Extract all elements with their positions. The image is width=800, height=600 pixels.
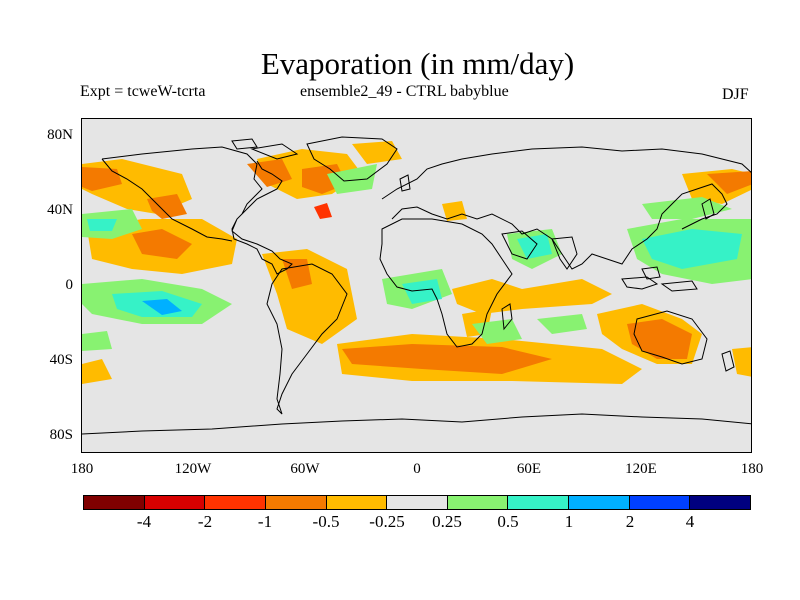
coastline (101, 146, 293, 275)
anomaly-region (732, 347, 751, 377)
colorbar-swatch (84, 496, 145, 509)
lon-label-180w: 180 (70, 461, 94, 477)
coastlines (82, 136, 751, 435)
anomaly-region (707, 171, 751, 194)
colorbar-label: -2 (197, 512, 213, 531)
colorbar-label: 1 (564, 512, 574, 531)
anomaly-region (132, 229, 192, 259)
colorbar-label: -0.5 (312, 512, 340, 531)
coastline (501, 230, 538, 260)
coastline (621, 276, 659, 290)
anomaly-region (342, 344, 552, 374)
anomaly-region (262, 249, 357, 344)
coastline (266, 263, 348, 415)
colorbar-swatch (629, 496, 691, 509)
anomaly-region (314, 203, 332, 219)
coastline (501, 303, 513, 331)
lon-label-60e: 60E (516, 461, 542, 477)
anomaly-region (87, 219, 117, 231)
anomaly-region (327, 164, 377, 194)
coastline (101, 158, 233, 242)
lat-label-80s: 80S (49, 427, 73, 443)
colorbar-label: -4 (136, 512, 152, 531)
colorbar-swatch (265, 496, 327, 509)
colorbar-label: 0.5 (497, 512, 519, 531)
lat-label-40s: 40S (49, 352, 73, 368)
coastline (82, 413, 751, 435)
coastline (641, 266, 661, 280)
colorbar-label: 0.25 (432, 512, 462, 531)
anomaly-region (147, 194, 187, 219)
colorbar-label: -0.25 (369, 512, 405, 531)
coastline (551, 236, 578, 270)
anomaly-region (82, 167, 122, 191)
ensemble-label: ensemble2_49 - CTRL babyblue (300, 83, 509, 100)
anomaly-region (642, 229, 742, 269)
coastline (721, 350, 735, 372)
season-label: DJF (722, 86, 749, 103)
lat-label-0: 0 (65, 277, 74, 293)
colorbar-swatch (326, 496, 388, 509)
anomaly-region (142, 299, 182, 315)
map-title: Evaporation (in mm/day) (260, 46, 575, 81)
colorbar-label: -1 (257, 512, 273, 531)
anomaly-region (642, 197, 732, 219)
anomaly-region (82, 359, 112, 384)
coastline (701, 198, 715, 220)
colorbar-swatch (387, 496, 448, 509)
coastline (399, 174, 411, 192)
anomaly-region (452, 279, 612, 314)
anomaly-fields (82, 141, 751, 384)
coastline (306, 136, 398, 182)
colorbar-swatch (447, 496, 509, 509)
anomaly-region (537, 314, 587, 334)
lat-label-40n: 40N (47, 202, 73, 218)
coastline (381, 146, 751, 200)
lat-label-80n: 80N (47, 127, 73, 143)
coastline (231, 138, 258, 150)
coastline (391, 183, 728, 270)
colorbar-swatch (205, 496, 266, 509)
lon-label-120w: 120W (174, 461, 212, 477)
evaporation-map (82, 119, 751, 452)
colorbar-swatch (508, 496, 570, 509)
colorbar-swatch (690, 496, 751, 509)
anomaly-region (517, 234, 552, 259)
lon-label-120e: 120E (625, 461, 657, 477)
coastline (633, 310, 708, 365)
anomaly-region (402, 279, 442, 304)
colorbar-swatch (569, 496, 630, 509)
lon-label-0: 0 (413, 461, 421, 477)
coastline (379, 218, 513, 348)
map-panel (81, 118, 752, 453)
anomaly-region (82, 331, 112, 351)
anomaly-region (627, 319, 692, 359)
colorbar (83, 495, 751, 510)
coastline (660, 280, 698, 292)
anomaly-region (352, 141, 402, 164)
experiment-label: Expt = tcweW-tcrta (80, 83, 206, 100)
colorbar-label: 2 (625, 512, 635, 531)
colorbar-swatch (144, 496, 206, 509)
lon-label-60w: 60W (290, 461, 320, 477)
coastline (250, 143, 299, 160)
lon-label-180e: 180 (740, 461, 764, 477)
colorbar-label: 4 (685, 512, 695, 531)
anomaly-region (442, 201, 467, 221)
